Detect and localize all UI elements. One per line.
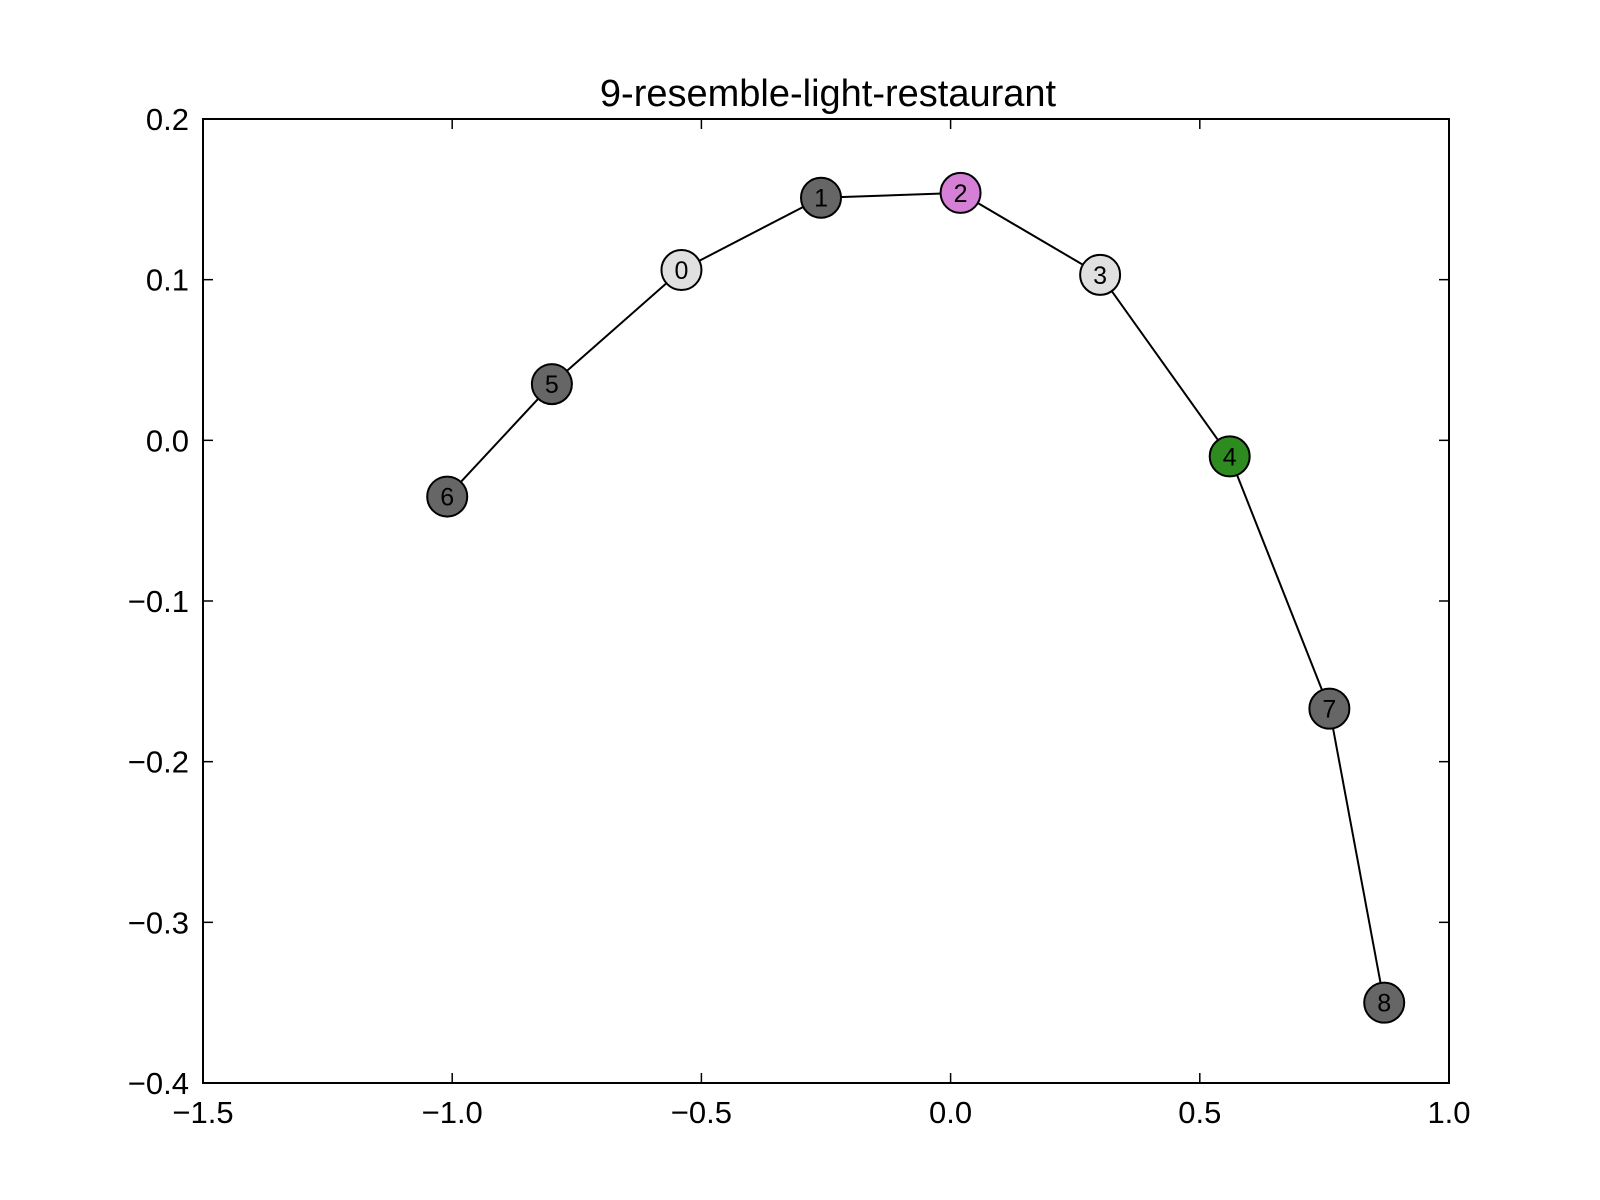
node-marker [800, 176, 843, 219]
edge-3-4 [1099, 274, 1231, 457]
y-tick-label: 0.2 [146, 102, 189, 137]
node-marker [1308, 687, 1351, 730]
node-marker [660, 249, 703, 292]
node-4: 4 [1208, 435, 1251, 478]
edge-7-8 [1328, 708, 1386, 1003]
node-label: 2 [954, 180, 968, 208]
x-tick-label: −0.5 [671, 1095, 732, 1130]
graph-nodes: 0 1 2 3 4 5 6 7 8 [426, 171, 1406, 1024]
x-tick-label: 0.5 [1178, 1095, 1221, 1130]
x-tick-label: 1.0 [1427, 1095, 1470, 1130]
node-label: 5 [545, 371, 559, 399]
node-label: 8 [1377, 990, 1391, 1018]
node-marker [1079, 253, 1122, 296]
y-tick-label: −0.2 [128, 745, 189, 780]
y-tick-label: 0.1 [146, 263, 189, 298]
node-label: 6 [440, 484, 454, 512]
node-label: 4 [1223, 443, 1237, 471]
edge-2-3 [960, 192, 1101, 276]
node-marker [426, 475, 469, 518]
x-tick-label: 0.0 [929, 1095, 972, 1130]
node-label: 3 [1093, 262, 1107, 290]
node-label: 7 [1322, 696, 1336, 724]
y-tick-label: −0.1 [128, 584, 189, 619]
node-1: 1 [800, 176, 843, 219]
node-label: 0 [675, 257, 689, 285]
node-marker [939, 171, 982, 214]
node-marker [530, 363, 573, 406]
axis-ticks: −1.5 −1.0 −0.5 0.0 0.5 1.0 −0.4 −0.3 −0.2 −0.1 0.0… [128, 102, 1471, 1130]
edge-4-7 [1228, 456, 1331, 710]
x-tick-label: −1.5 [172, 1095, 233, 1130]
y-tick-label: −0.3 [128, 905, 189, 940]
edge-6-5 [446, 383, 553, 498]
chart-title: 9-resemble-light-restaurant [600, 73, 1057, 115]
node-7: 7 [1308, 687, 1351, 730]
node-marker [1208, 435, 1251, 478]
y-tick-label: 0.0 [146, 423, 189, 458]
node-8: 8 [1363, 981, 1406, 1024]
x-tick-label: −1.0 [422, 1095, 483, 1130]
node-label: 1 [814, 185, 828, 213]
node-5: 5 [530, 363, 573, 406]
node-0: 0 [660, 249, 703, 292]
plot-area-frame [202, 118, 1450, 1084]
edge-1-2 [820, 191, 961, 199]
graph-edges [446, 191, 1386, 1003]
edge-5-0 [551, 269, 683, 385]
node-3: 3 [1079, 253, 1122, 296]
y-tick-label: −0.4 [128, 1066, 189, 1101]
node-6: 6 [426, 475, 469, 518]
node-marker [1363, 981, 1406, 1024]
node-2: 2 [939, 171, 982, 214]
edge-0-1 [681, 196, 822, 271]
